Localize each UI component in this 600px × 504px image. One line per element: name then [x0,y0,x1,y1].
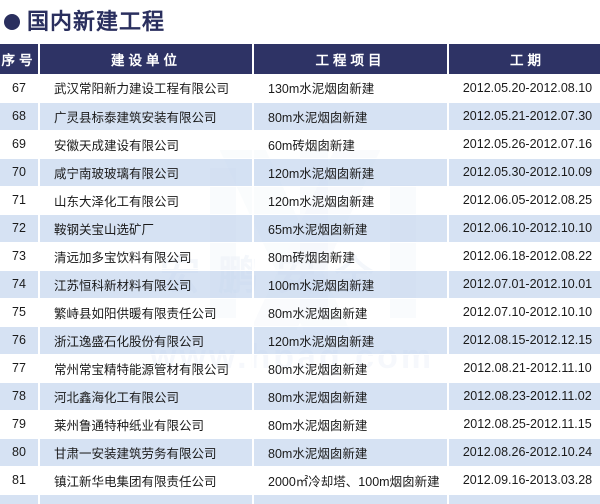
table-row[interactable] [0,494,600,504]
cell-date: 2012.07.10-2012.10.10 [448,298,600,327]
cell-project: 120m水泥烟囱新建 [253,158,449,187]
table-row[interactable]: 78 河北鑫海化工有限公司 80m水泥烟囱新建 2012.08.23-2012.11.… [0,382,600,411]
cell-unit: 鞍钢关宝山选矿厂 [39,214,254,243]
cell-unit: 莱州鲁通特种纸业有限公司 [39,410,254,439]
cell-no: 73 [0,242,40,271]
page-title: 国内新建工程 [0,0,600,44]
table-row[interactable]: 76 浙江逸盛石化股份有限公司 120m水泥烟囱新建 2012.08.15-2012.… [0,326,600,355]
cell-date: 2012.05.21-2012.07.30 [448,102,600,131]
projects-table: 序号 建设单位 工程项目 工期 67 武汉常阳新力建设工程有限公司 130m水泥烟囱… [0,44,600,504]
cell-date: 2012.06.10-2012.10.10 [448,214,600,243]
cell-date: 2012.08.21-2012.11.10 [448,354,600,383]
cell-unit: 清远加多宝饮料有限公司 [39,242,254,271]
cell-no: 74 [0,270,40,299]
cell-date: 2012.06.05-2012.08.25 [448,186,600,215]
cell-unit: 河北鑫海化工有限公司 [39,382,254,411]
cell-no: 72 [0,214,40,243]
column-header-unit[interactable]: 建设单位 [39,44,254,74]
table-row[interactable]: 79 莱州鲁通特种纸业有限公司 80m水泥烟囱新建 2012.08.25-2012.1… [0,410,600,439]
cell-project: 100m水泥烟囱新建 [253,270,449,299]
cell-project: 80m砖烟囱新建 [253,242,449,271]
cell-project: 80m水泥烟囱新建 [253,354,449,383]
cell-project: 65m水泥烟囱新建 [253,214,449,243]
cell-project: 80m水泥烟囱新建 [253,438,449,467]
cell-no: 76 [0,326,40,355]
cell-unit: 山东大泽化工有限公司 [39,186,254,215]
cell-project: 120m水泥烟囱新建 [253,186,449,215]
cell-date: 2012.06.18-2012.08.22 [448,242,600,271]
cell-project: 80m水泥烟囱新建 [253,382,449,411]
cell-project: 2000㎡冷却塔、100m烟囱新建 [253,466,449,495]
cell-date: 2012.05.30-2012.10.09 [448,158,600,187]
cell-no: 68 [0,102,40,131]
cell-project: 130m水泥烟囱新建 [253,74,449,103]
cell-project: 80m水泥烟囱新建 [253,298,449,327]
cell-date: 2012.05.20-2012.08.10 [448,74,600,103]
page-title-text: 国内新建工程 [27,9,166,34]
cell-no: 78 [0,382,40,411]
cell-unit: 江苏恒科新材料有限公司 [39,270,254,299]
column-header-date[interactable]: 工期 [448,44,600,74]
cell-clipped [253,494,449,504]
table-row[interactable]: 74 江苏恒科新材料有限公司 100m水泥烟囱新建 2012.07.01-2012.1… [0,270,600,299]
cell-unit: 广灵县标泰建筑安装有限公司 [39,102,254,131]
cell-no: 69 [0,130,40,159]
column-header-proj[interactable]: 工程项目 [253,44,449,74]
table-header-row: 序号 建设单位 工程项目 工期 [0,44,600,74]
cell-unit: 安徽天成建设有限公司 [39,130,254,159]
cell-unit: 咸宁南玻玻璃有限公司 [39,158,254,187]
cell-date: 2012.05.26-2012.07.16 [448,130,600,159]
cell-no: 80 [0,438,40,467]
cell-unit: 镇江新华电集团有限责任公司 [39,466,254,495]
cell-unit: 繁峙县如阳供暖有限责任公司 [39,298,254,327]
table-row[interactable]: 81 镇江新华电集团有限责任公司 2000㎡冷却塔、100m烟囱新建 2012.09.… [0,466,600,495]
table-row[interactable]: 75 繁峙县如阳供暖有限责任公司 80m水泥烟囱新建 2012.07.10-2012.… [0,298,600,327]
cell-project: 80m水泥烟囱新建 [253,102,449,131]
cell-clipped [39,494,254,504]
cell-date: 2012.07.01-2012.10.01 [448,270,600,299]
cell-no: 71 [0,186,40,215]
cell-unit: 浙江逸盛石化股份有限公司 [39,326,254,355]
table-row[interactable]: 67 武汉常阳新力建设工程有限公司 130m水泥烟囱新建 2012.05.20-201… [0,74,600,103]
table-row[interactable]: 68 广灵县标泰建筑安装有限公司 80m水泥烟囱新建 2012.05.21-2012.… [0,102,600,131]
cell-clipped [0,494,40,504]
table-row[interactable]: 73 清远加多宝饮料有限公司 80m砖烟囱新建 2012.06.18-2012.08.… [0,242,600,271]
bullet-dot-icon [4,14,20,30]
cell-no: 77 [0,354,40,383]
cell-date: 2012.08.26-2012.10.24 [448,438,600,467]
table-row[interactable]: 77 常州常宝精特能源管材有限公司 80m水泥烟囱新建 2012.08.21-2012… [0,354,600,383]
cell-date: 2012.09.16-2013.03.28 [448,466,600,495]
cell-no: 81 [0,466,40,495]
cell-no: 70 [0,158,40,187]
cell-no: 75 [0,298,40,327]
table-row[interactable]: 70 咸宁南玻玻璃有限公司 120m水泥烟囱新建 2012.05.30-2012.10… [0,158,600,187]
table-header: 序号 建设单位 工程项目 工期 [0,44,600,74]
cell-project: 80m水泥烟囱新建 [253,410,449,439]
table-row[interactable]: 69 安徽天成建设有限公司 60m砖烟囱新建 2012.05.26-2012.07.1… [0,130,600,159]
cell-project: 60m砖烟囱新建 [253,130,449,159]
cell-unit: 甘肃一安装建筑劳务有限公司 [39,438,254,467]
column-header-no[interactable]: 序号 [0,44,40,74]
table-row[interactable]: 72 鞍钢关宝山选矿厂 65m水泥烟囱新建 2012.06.10-2012.10.10 [0,214,600,243]
cell-clipped [448,494,600,504]
cell-date: 2012.08.25-2012.11.15 [448,410,600,439]
cell-unit: 常州常宝精特能源管材有限公司 [39,354,254,383]
cell-date: 2012.08.15-2012.12.15 [448,326,600,355]
cell-project: 120m水泥烟囱新建 [253,326,449,355]
cell-no: 67 [0,74,40,103]
cell-no: 79 [0,410,40,439]
cell-unit: 武汉常阳新力建设工程有限公司 [39,74,254,103]
table-row[interactable]: 80 甘肃一安装建筑劳务有限公司 80m水泥烟囱新建 2012.08.26-2012.… [0,438,600,467]
table-row[interactable]: 71 山东大泽化工有限公司 120m水泥烟囱新建 2012.06.05-2012.08… [0,186,600,215]
table-body: 67 武汉常阳新力建设工程有限公司 130m水泥烟囱新建 2012.05.20-201… [0,74,600,504]
cell-date: 2012.08.23-2012.11.02 [448,382,600,411]
